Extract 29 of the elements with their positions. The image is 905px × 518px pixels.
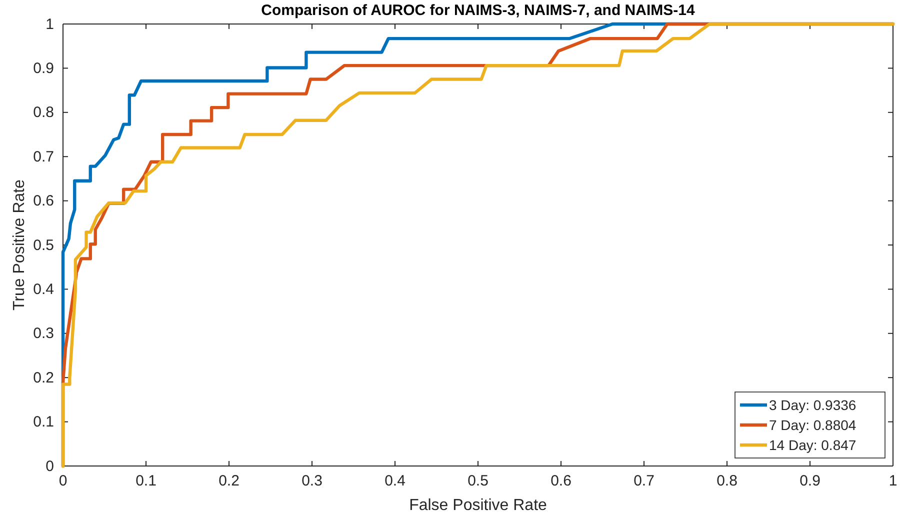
x-axis-title: False Positive Rate xyxy=(409,497,548,514)
chart-title: Comparison of AUROC for NAIMS-3, NAIMS-7, and NAIMS-14 xyxy=(261,2,696,19)
x-tick-label: 0.1 xyxy=(136,472,156,490)
y-tick-label: 0 xyxy=(46,458,54,475)
x-tick-label: 0.2 xyxy=(218,472,240,490)
x-tick-label: 0.8 xyxy=(716,472,738,490)
line-series xyxy=(61,22,895,468)
y-tick-label: 0.9 xyxy=(33,60,54,77)
y-tick-label: 0.2 xyxy=(33,369,54,386)
legend-label: 3 Day: 0.9336 xyxy=(769,397,856,413)
y-tick-label: 0.4 xyxy=(33,281,54,298)
y-axis-title: True Positive Rate xyxy=(11,179,28,311)
y-tick-label: 0.1 xyxy=(33,414,54,431)
legend-label: 14 Day: 0.847 xyxy=(769,437,856,453)
y-tick-label: 0.8 xyxy=(33,104,54,122)
x-tick-label: 0.9 xyxy=(800,472,820,490)
x-tick-label: 0.5 xyxy=(468,472,488,490)
y-tick-label: 0.6 xyxy=(33,192,54,210)
legend-label: 7 Day: 0.8804 xyxy=(769,417,856,433)
y-tick-label: 1 xyxy=(46,16,54,33)
x-tick-label: 0.6 xyxy=(550,472,572,490)
x-tick-label: 0.3 xyxy=(302,472,322,490)
y-tick-label: 0.3 xyxy=(33,325,54,342)
x-tick-label: 1 xyxy=(888,472,898,490)
x-tick-label: 0.7 xyxy=(634,472,654,490)
y-tick-label: 0.5 xyxy=(33,236,54,254)
x-tick-label: 0 xyxy=(58,472,68,490)
y-tick-label: 0.7 xyxy=(33,148,54,166)
x-tick-label: 0.4 xyxy=(384,472,406,490)
